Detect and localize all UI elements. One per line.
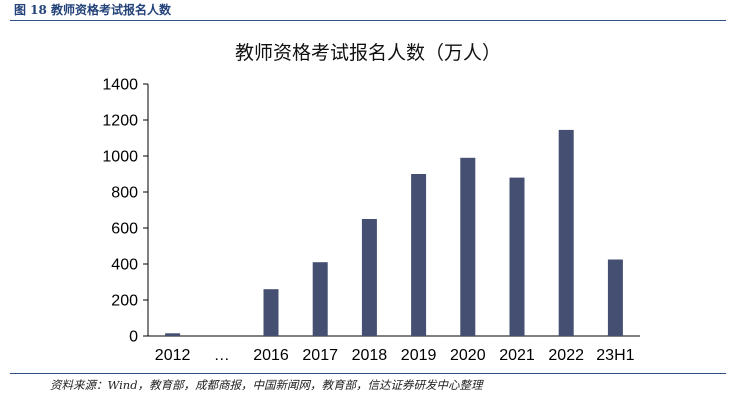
bar — [312, 262, 328, 336]
x-tick-label: 2021 — [499, 347, 535, 364]
bar — [509, 177, 525, 336]
y-tick-label: 1200 — [102, 113, 138, 130]
x-tick-label: 2020 — [450, 347, 486, 364]
y-tick-label: 800 — [111, 185, 138, 202]
y-tick-label: 0 — [129, 329, 138, 346]
bar — [361, 219, 377, 336]
y-tick-label: 600 — [111, 221, 138, 238]
bar — [263, 289, 279, 336]
x-tick-label: 2018 — [352, 347, 388, 364]
x-tick-label: 23H1 — [596, 347, 634, 364]
bar — [411, 174, 427, 336]
figure-label: 图 18 教师资格考试报名人数 — [14, 3, 172, 17]
x-tick-label: … — [214, 347, 230, 364]
bar — [460, 157, 476, 336]
bar — [165, 333, 181, 336]
y-tick-label: 400 — [111, 257, 138, 274]
figure-header: 图 18 教师资格考试报名人数 — [10, 0, 726, 21]
x-tick-label: 2022 — [548, 347, 584, 364]
x-tick-label: 2019 — [401, 347, 437, 364]
x-tick-label: 2016 — [253, 347, 289, 364]
figure-footer: 资料来源：Wind，教育部，成都商报，中国新闻网，教育部，信达证券研发中心整理 — [10, 373, 726, 392]
bar — [607, 259, 623, 336]
source-note: 资料来源：Wind，教育部，成都商报，中国新闻网，教育部，信达证券研发中心整理 — [50, 378, 483, 392]
bar — [558, 129, 574, 336]
y-tick-label: 1400 — [102, 77, 138, 94]
chart-title: 教师资格考试报名人数（万人） — [234, 42, 501, 64]
x-tick-label: 2012 — [155, 347, 191, 364]
x-tick-label: 2017 — [302, 347, 338, 364]
y-tick-label: 1000 — [102, 149, 138, 166]
y-tick-label: 200 — [111, 293, 138, 310]
